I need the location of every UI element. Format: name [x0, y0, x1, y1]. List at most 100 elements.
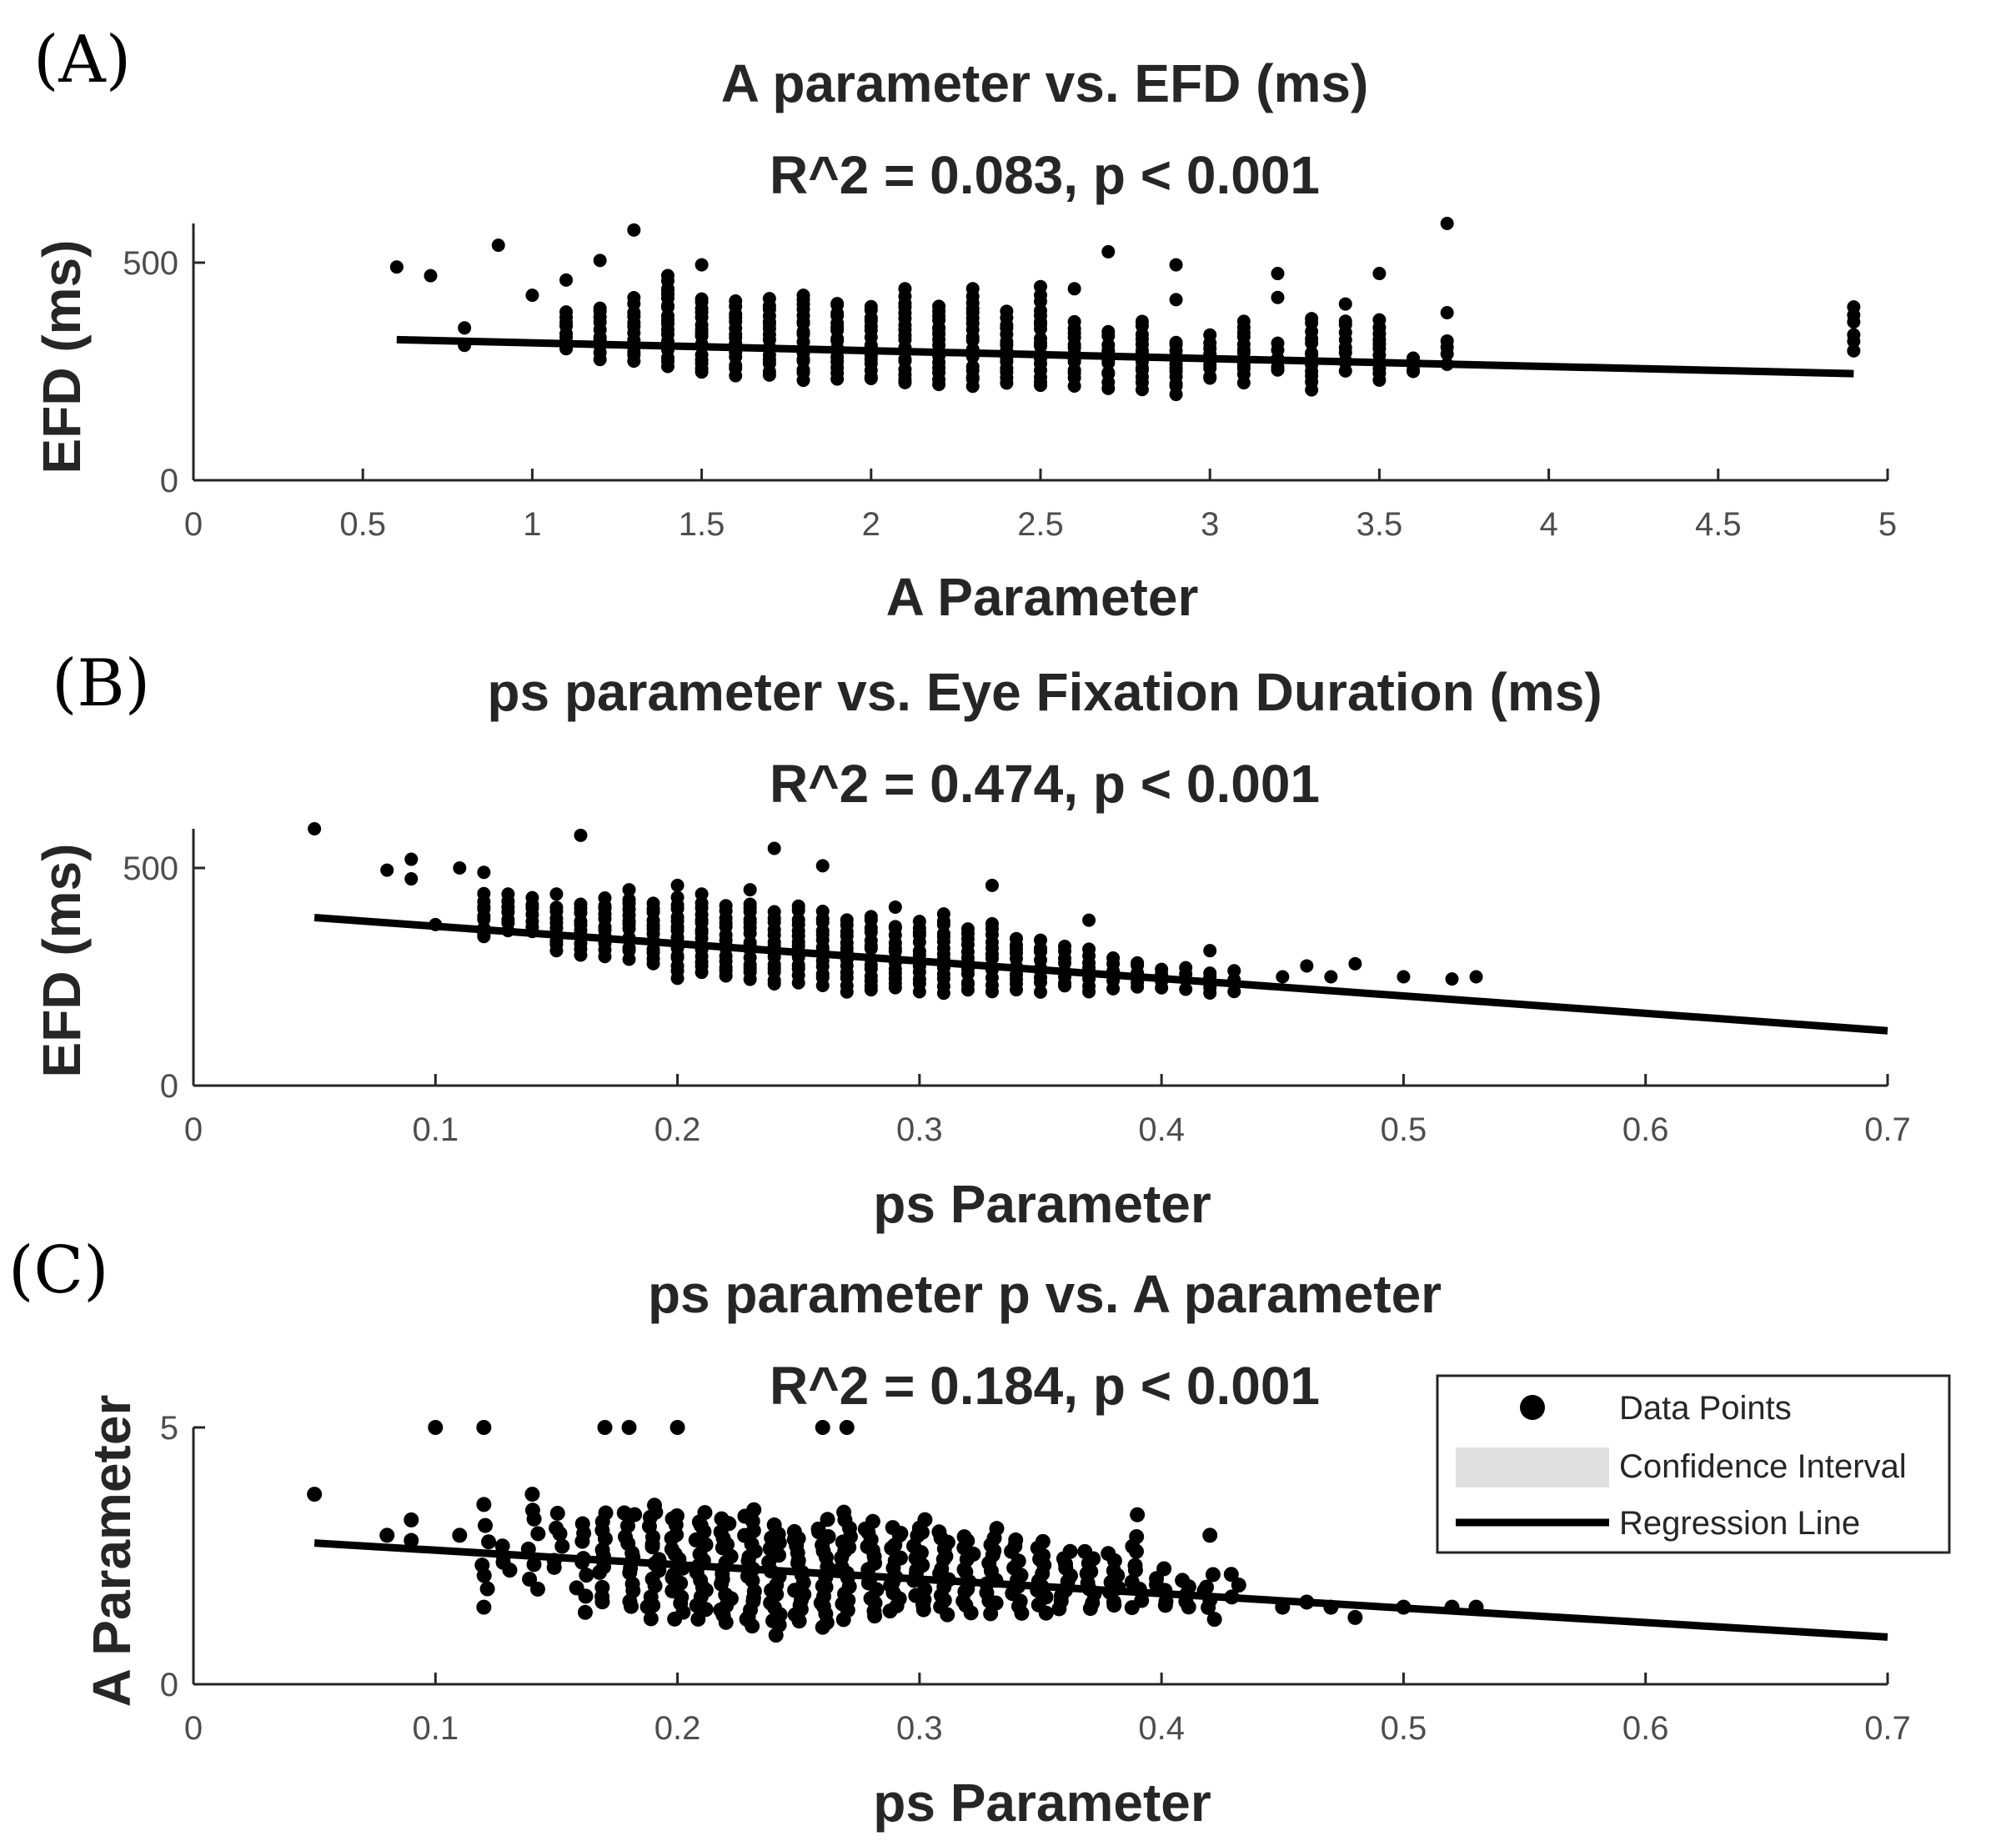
data-point [1101, 324, 1116, 339]
data-point [912, 915, 926, 929]
panel-b-x-tick-label: 0.6 [1622, 1111, 1669, 1148]
data-point [820, 1512, 835, 1527]
data-point [481, 1534, 497, 1550]
data-point [767, 905, 781, 919]
panel-b-subtitle: R^2 = 0.474, p < 0.001 [770, 754, 1320, 814]
data-point [1134, 1593, 1150, 1608]
data-point [1276, 970, 1290, 984]
panel-a-label: (A) [33, 23, 131, 98]
data-point [670, 878, 685, 892]
data-point [458, 321, 472, 335]
data-point [1130, 1507, 1146, 1522]
data-point [695, 258, 709, 272]
data-point [1445, 972, 1459, 986]
data-point [1206, 1612, 1222, 1628]
data-point [836, 1504, 852, 1520]
data-point [729, 293, 743, 308]
panel-c-x-tick-label: 0 [184, 1710, 203, 1747]
data-point [452, 1527, 468, 1543]
panel-b-x-tick-label: 0.1 [412, 1111, 459, 1148]
panel-b-ylabel: EFD (ms) [32, 844, 92, 1078]
data-point [1034, 933, 1047, 947]
data-point [404, 1532, 419, 1548]
data-point [404, 1512, 419, 1527]
panel-a-ylabel: EFD (ms) [32, 240, 92, 474]
data-point [643, 1611, 659, 1627]
panel-b-x-tick-label: 0.2 [654, 1111, 701, 1148]
panel-a-x-tick-label: 3.5 [1357, 506, 1403, 543]
data-point [1397, 970, 1411, 984]
legend-item-data-points: Data Points [1619, 1390, 1792, 1427]
data-point [622, 883, 636, 897]
panel-a-x-tick-label: 1 [523, 506, 541, 543]
data-point [474, 1558, 490, 1573]
data-point [627, 291, 641, 305]
data-point [530, 1526, 546, 1542]
panel-a-title: A parameter vs. EFD (ms) [721, 53, 1369, 113]
data-point [660, 282, 675, 296]
panel-c-x-tick-label: 0.3 [896, 1710, 943, 1747]
panel-c-subtitle: R^2 = 0.184, p < 0.001 [770, 1356, 1320, 1416]
data-point [593, 253, 607, 268]
data-point [526, 1557, 542, 1573]
data-point [1847, 300, 1861, 314]
data-point [616, 1505, 632, 1521]
legend-ci-swatch [1456, 1447, 1609, 1487]
data-point [1338, 314, 1352, 329]
panel-a-x-tick-label: 1.5 [679, 506, 725, 543]
data-point [1000, 304, 1014, 319]
data-point [379, 1527, 395, 1543]
data-point [885, 1520, 900, 1536]
panel-a-x-tick-label: 0 [184, 506, 203, 543]
data-point [1236, 314, 1251, 329]
data-point [574, 828, 588, 842]
data-point [1101, 244, 1116, 258]
data-point [1372, 267, 1387, 281]
data-point [815, 1420, 830, 1435]
data-point [622, 893, 636, 907]
panel-c-label: (C) [8, 1233, 109, 1308]
data-point [767, 841, 781, 855]
data-point [669, 1420, 685, 1435]
data-point [574, 1516, 590, 1532]
data-point [840, 913, 854, 927]
panel-b-x-tick-label: 0.3 [896, 1111, 943, 1148]
data-point [453, 860, 467, 875]
panel-c-x-tick-label: 0.5 [1381, 1710, 1427, 1747]
data-point [746, 1502, 762, 1517]
data-point [786, 1523, 802, 1539]
data-point [627, 223, 641, 237]
data-point [864, 299, 878, 314]
panel-b-y-tick-label: 0 [160, 1068, 178, 1105]
panel-b-plot: 0 0.1 0.2 0.3 0.4 0.5 0.6 0.7 0 500 [123, 822, 1911, 1148]
data-point [1034, 279, 1047, 293]
data-point [1129, 1528, 1145, 1544]
data-point [549, 1505, 565, 1521]
panel-c-x-tick-label: 0.4 [1138, 1710, 1185, 1747]
data-point [389, 260, 404, 274]
data-point [865, 1513, 880, 1529]
data-point [525, 890, 539, 905]
data-point [1348, 956, 1362, 971]
data-point [1009, 931, 1023, 946]
data-point [670, 890, 685, 905]
panel-c-y-tick-label: 0 [160, 1667, 178, 1703]
data-point [664, 1542, 680, 1558]
panel-b-y-tick-label: 500 [123, 850, 178, 887]
data-point [960, 922, 975, 936]
data-point [697, 1505, 713, 1521]
data-point [1203, 944, 1217, 958]
data-point [428, 1420, 444, 1435]
data-point [932, 299, 946, 314]
data-point [1101, 1546, 1116, 1562]
data-point [1008, 1532, 1024, 1548]
data-point [1203, 966, 1217, 981]
data-point [1175, 1573, 1191, 1588]
data-point [1169, 258, 1183, 272]
panel-b-title: ps parameter vs. Eye Fixation Duration (… [487, 662, 1602, 722]
data-point [839, 1420, 855, 1435]
data-point [380, 863, 394, 877]
data-point [1305, 312, 1319, 326]
data-point [1205, 1567, 1221, 1583]
data-point [989, 1521, 1005, 1537]
